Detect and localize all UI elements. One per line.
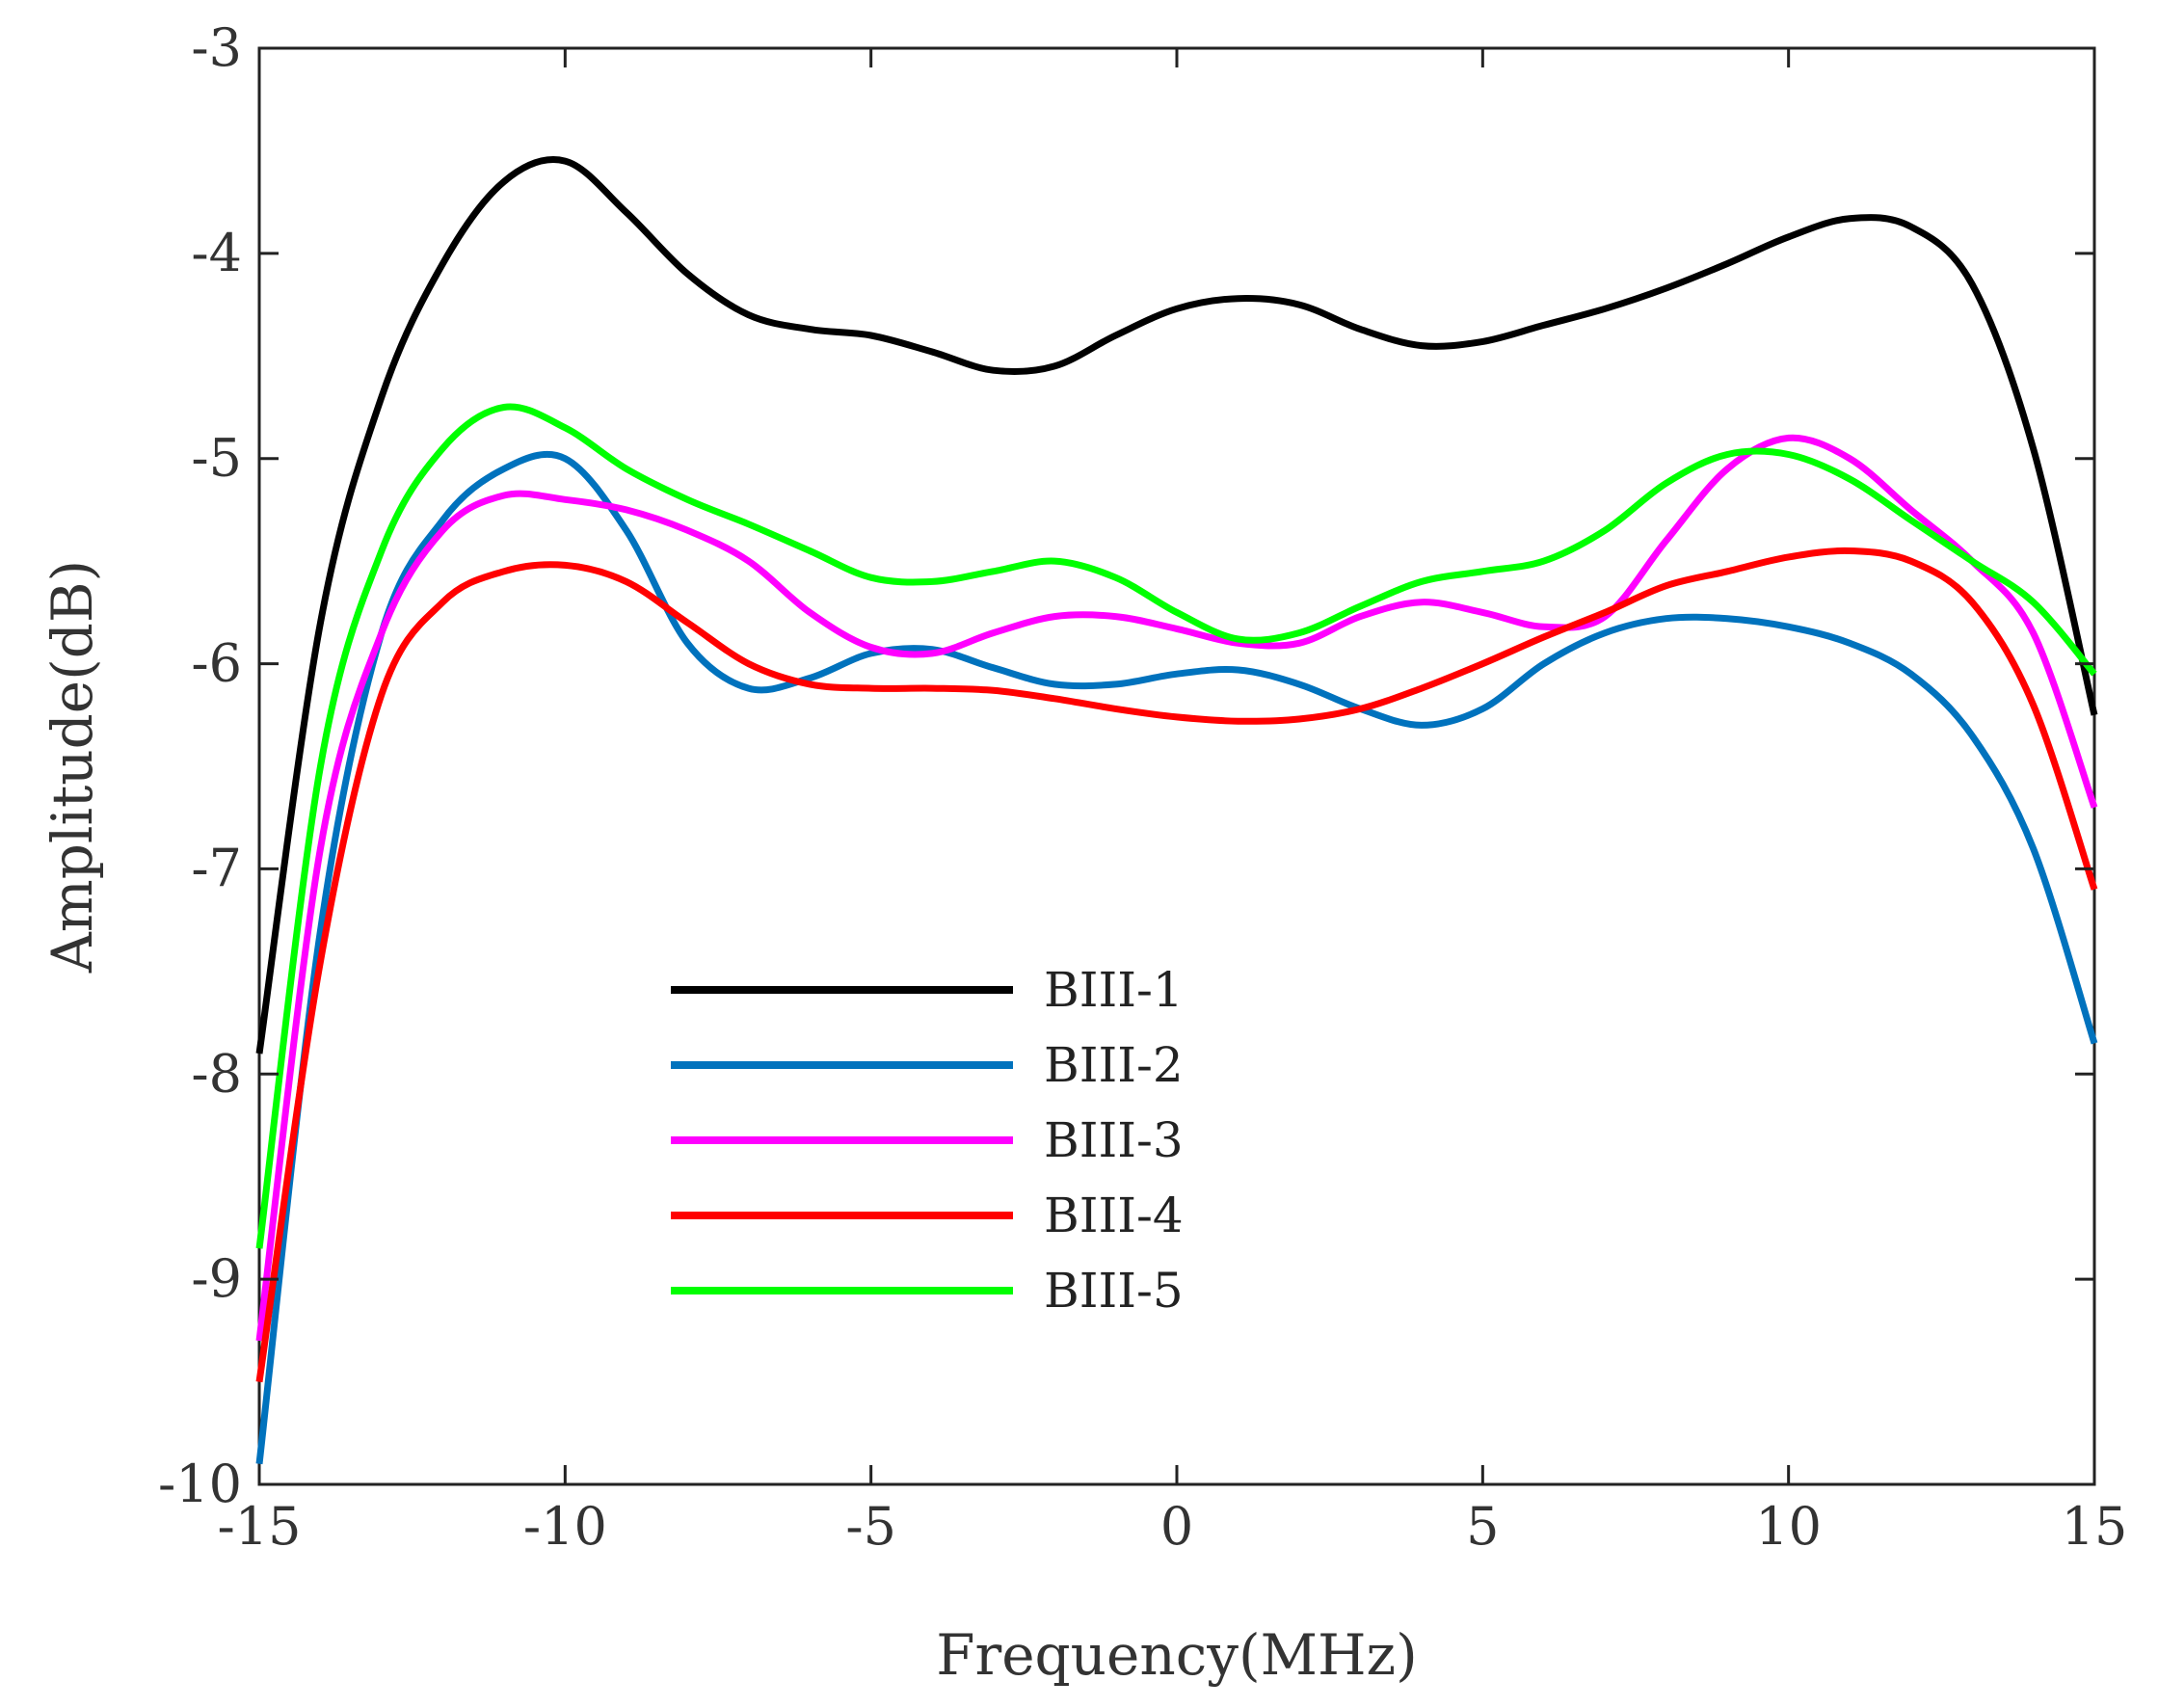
- y-tick-label: -8: [191, 1043, 242, 1104]
- series-line-2: [255, 450, 2098, 1465]
- x-tick-label: 0: [1160, 1496, 1193, 1557]
- legend-label-4: BIII-4: [1044, 1188, 1184, 1243]
- x-tick-label: -10: [523, 1496, 607, 1557]
- x-tick-label: -5: [845, 1496, 896, 1557]
- series-layer: [255, 156, 2098, 1465]
- y-tick-label: -10: [158, 1454, 242, 1514]
- x-tick-label: -15: [218, 1496, 302, 1557]
- legend-label-5: BIII-5: [1044, 1263, 1184, 1319]
- series-line-3: [255, 434, 2098, 1342]
- y-tick-label: -5: [191, 428, 242, 489]
- x-tick-label: 5: [1466, 1496, 1499, 1557]
- x-tick-label: 10: [1755, 1496, 1822, 1557]
- y-tick-label: -9: [191, 1248, 242, 1309]
- plot-frame: [257, 46, 2096, 1486]
- y-tick-label: -7: [191, 838, 242, 898]
- legend: BIII-1 BIII-2 BIII-3 BIII-4 BIII-5: [671, 962, 1184, 1319]
- tick-label-layer: -15 -10 -5 0 5 10 15-10-9-8-7-6-5-4-3: [158, 17, 2127, 1557]
- series-line-1: [255, 156, 2098, 1054]
- legend-label-1: BIII-1: [1044, 962, 1184, 1018]
- plot-area: [255, 46, 2098, 1486]
- y-tick-label: -4: [191, 223, 242, 283]
- x-tick-label: 15: [2062, 1496, 2128, 1557]
- series-line-4: [255, 547, 2098, 1383]
- tick-layer: [257, 46, 2096, 1486]
- series-line-5: [255, 403, 2097, 1249]
- x-axis-label: Frequency(MHz): [936, 1622, 1418, 1688]
- legend-label-3: BIII-3: [1044, 1112, 1184, 1168]
- y-tick-label: -6: [191, 633, 242, 694]
- y-tick-label: -3: [191, 17, 242, 78]
- legend-label-2: BIII-2: [1044, 1037, 1184, 1093]
- y-axis-label: Amplitude(dB): [40, 560, 105, 974]
